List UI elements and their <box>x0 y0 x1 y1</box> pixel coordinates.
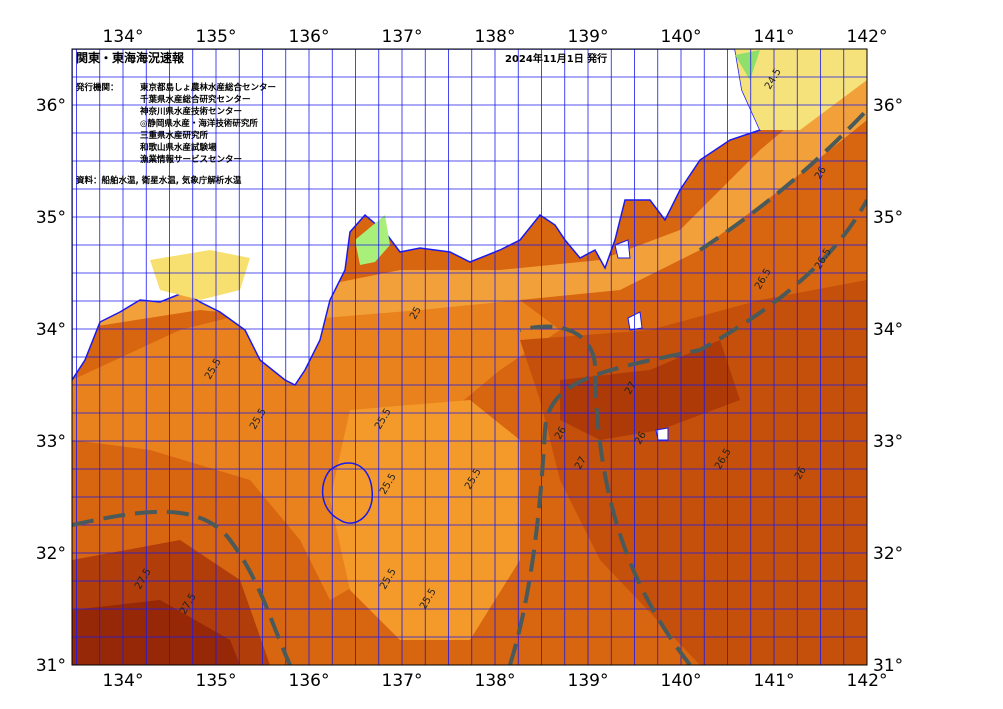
latitude-label: 32° <box>873 544 903 564</box>
hot-zone <box>560 340 740 440</box>
latitude-label: 31° <box>36 656 66 676</box>
longitude-label: 135° <box>196 671 237 691</box>
kuroshio-axis <box>72 509 292 665</box>
longitude-label: 134° <box>103 671 144 691</box>
longitude-label: 136° <box>289 671 330 691</box>
longitude-label: 134° <box>103 27 144 47</box>
longitude-label: 137° <box>382 671 423 691</box>
latitude-label: 34° <box>36 320 66 340</box>
kuroshio-axis <box>519 324 692 665</box>
issuer: 和歌山県水産試験場 <box>140 142 217 153</box>
coastal-shallow <box>735 50 760 80</box>
coastal-zone <box>72 60 867 330</box>
latitude-label: 34° <box>873 320 903 340</box>
latitude-label: 32° <box>36 544 66 564</box>
island <box>627 311 643 331</box>
axis-labels: 134° 134° 135° 135° 136° 136° 137° 137° 138° 138°… <box>36 27 903 691</box>
longitude-label: 142° <box>847 27 888 47</box>
kuroshio-axis <box>698 108 867 252</box>
latitude-label: 31° <box>873 656 903 676</box>
grid <box>72 49 867 665</box>
latitude-label: 33° <box>36 432 66 452</box>
longitude-label: 140° <box>661 671 702 691</box>
issuer: ◎静岡県水産・海洋技術研究所 <box>140 118 258 129</box>
longitude-label: 136° <box>289 27 330 47</box>
latitude-label: 33° <box>873 432 903 452</box>
issue-date: 2024年11月1日 発行 <box>505 52 607 65</box>
kuroshio-axis <box>508 199 867 665</box>
issuer: 漁業情報サービスセンター <box>140 154 242 165</box>
title: 関東・東海海況速報 <box>76 50 185 65</box>
issuer: 神奈川県水産技術センター <box>140 106 242 117</box>
issuer: 千葉県水産総合研究センター <box>140 94 251 105</box>
longitude-label: 142° <box>847 671 888 691</box>
coastal-shallow <box>735 49 867 130</box>
longitude-label: 138° <box>475 671 516 691</box>
latitude-label: 35° <box>36 208 66 228</box>
data-source: 資料：船舶水温, 衛星水温, 気象庁解析水温 <box>75 175 242 186</box>
longitude-label: 140° <box>661 27 702 47</box>
longitude-label: 135° <box>196 27 237 47</box>
bay-shallow <box>150 250 250 300</box>
hot-zone <box>72 600 240 665</box>
latitude-label: 35° <box>873 208 903 228</box>
longitude-label: 137° <box>382 27 423 47</box>
issuers-heading: 発行機関： <box>75 82 119 93</box>
issuer: 三重県水産研究所 <box>140 130 209 141</box>
map-body: 25.525.5 25.525.5 25.525.525.526 262626.526… <box>72 49 867 665</box>
issuer: 東京都島しょ農林水産総合センター <box>140 82 276 93</box>
latitude-label: 36° <box>36 96 66 116</box>
issuer-list: 東京都島しょ農林水産総合センター千葉県水産総合研究センター神奈川県水産技術センタ… <box>140 82 276 165</box>
latitude-label: 36° <box>873 96 903 116</box>
warm-zone <box>72 280 560 600</box>
isotherm <box>321 462 373 524</box>
longitude-label: 141° <box>754 27 795 47</box>
map-frame <box>71 48 868 666</box>
bay-shallow <box>355 215 390 265</box>
longitude-label: 141° <box>754 671 795 691</box>
island <box>614 239 631 259</box>
longitude-label: 138° <box>475 27 516 47</box>
island <box>655 427 669 441</box>
longitude-label: 139° <box>568 27 609 47</box>
longitude-label: 139° <box>568 671 609 691</box>
